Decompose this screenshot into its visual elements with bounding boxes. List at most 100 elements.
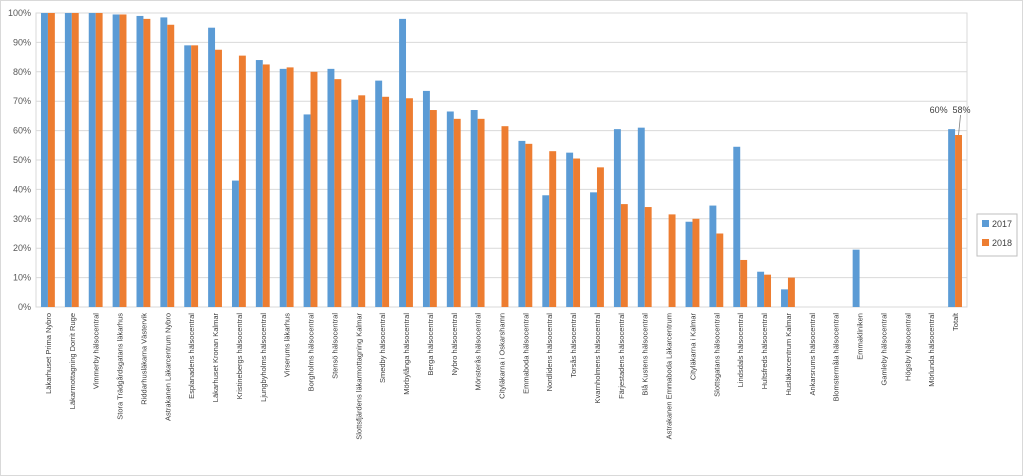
data-label-leader — [958, 114, 961, 136]
x-tick-label: Läkarhuset Prima Nybro — [44, 313, 53, 394]
x-tick-label: Mörlunda hälsocentral — [927, 313, 936, 387]
bar-2018 — [477, 118, 485, 307]
bar-2018 — [71, 13, 79, 307]
bar-2017 — [542, 195, 550, 307]
bar-2017 — [41, 13, 48, 307]
bar-2017 — [184, 45, 192, 308]
y-tick-label: 40% — [13, 184, 31, 194]
x-tick-label: Ljungbyholms hälsocentral — [259, 313, 268, 402]
legend-swatch — [982, 220, 989, 227]
x-tick-label: Mönsterås hälsocentral — [474, 313, 483, 391]
x-tick-label: Astrakanen Läkarcentrum Nybro — [163, 313, 172, 421]
bar-2017 — [518, 140, 526, 307]
x-tick-label: Lindsdals hälsocentral — [736, 313, 745, 388]
data-label: 58% — [953, 105, 971, 115]
bar-2018 — [143, 18, 151, 307]
bar-2017 — [733, 146, 741, 307]
y-tick-label: 0% — [18, 302, 31, 312]
x-tick-label: Cityläkarna i Kalmar — [688, 313, 697, 381]
x-tick-label: Totalt — [951, 312, 960, 331]
x-tick-label: Ankarsrums hälsocentral — [808, 313, 817, 396]
bar-2018 — [501, 126, 509, 307]
x-tick-label: Kvarnholmens hälsocentral — [593, 313, 602, 404]
bar-2018 — [549, 151, 557, 307]
bar-2017 — [208, 27, 216, 307]
x-tick-label: Kristinebergs hälsocentral — [235, 313, 244, 400]
x-tick-label: Färjestadens hälsocentral — [617, 313, 626, 399]
bar-2018 — [358, 95, 366, 307]
data-label: 60% — [930, 105, 948, 115]
bar-2018 — [620, 204, 628, 307]
bar-2018 — [573, 158, 581, 307]
x-tick-label: Högsby hälsocentral — [903, 313, 912, 381]
legend-label: 2018 — [992, 238, 1012, 248]
y-tick-label: 60% — [13, 126, 31, 136]
bar-2018 — [453, 118, 461, 307]
y-tick-label: 20% — [13, 243, 31, 253]
y-tick-label: 10% — [13, 273, 31, 283]
bar-2018 — [238, 55, 246, 307]
bar-2018 — [310, 71, 318, 307]
bar-2018 — [167, 24, 175, 307]
bar-2018 — [644, 207, 652, 307]
bar-2018 — [286, 67, 294, 307]
bar-2018 — [596, 167, 604, 307]
bar-2017 — [422, 90, 430, 307]
bar-2018 — [955, 135, 962, 307]
bar-2018 — [334, 79, 342, 308]
bar-2017 — [112, 14, 120, 307]
x-tick-label: Cityläkarna i Oskarshamn — [498, 313, 507, 399]
bar-2017 — [351, 99, 359, 307]
bar-2018 — [215, 49, 222, 307]
bar-2018 — [119, 14, 127, 307]
bar-2018 — [262, 64, 270, 307]
bar-2017 — [136, 15, 144, 307]
legend-swatch — [982, 239, 989, 246]
bar-2017 — [637, 127, 645, 307]
bar-2017 — [303, 114, 311, 308]
x-tick-label: Stensö hälsocentral — [330, 313, 339, 379]
legend-label: 2017 — [992, 219, 1012, 229]
bar-2018 — [429, 110, 437, 308]
x-tick-label: Nordlidens hälsocentral — [545, 313, 554, 392]
x-tick-label: Hultsfreds hälsocentral — [760, 313, 769, 390]
y-tick-label: 100% — [8, 8, 31, 18]
bar-2018 — [692, 218, 700, 307]
x-tick-label: Slottsgatans hälsocentral — [712, 313, 721, 397]
x-tick-label: Riddarhusläkarna Västervik — [139, 313, 148, 405]
x-tick-label: Läkarmottagning Dorrit Ruge — [68, 313, 77, 409]
bar-2017 — [709, 205, 717, 307]
bar-2017 — [64, 13, 72, 307]
x-tick-label: Blomstermåla hälsocentral — [832, 313, 841, 402]
bar-2018 — [740, 259, 748, 307]
x-tick-label: Emmakliniken — [856, 313, 865, 360]
x-tick-label: Vimmerby hälsocentral — [92, 313, 101, 389]
x-tick-label: Slottsfjärdens läkarmottagning Kalmar — [354, 313, 363, 440]
bar-2017 — [446, 111, 454, 308]
bar-2017 — [375, 80, 383, 308]
bar-2018 — [716, 233, 724, 307]
bar-2018 — [95, 13, 103, 307]
x-tick-label: Gamleby hälsocentral — [879, 313, 888, 386]
bar-2017 — [160, 17, 168, 307]
x-tick-label: Läkarhuset Kronan Kalmar — [211, 313, 220, 403]
x-tick-label: Borgholms hälsocentral — [307, 313, 316, 392]
x-tick-label: Smedby hälsocentral — [378, 313, 387, 383]
y-tick-label: 50% — [13, 155, 31, 165]
bar-2017 — [279, 68, 287, 307]
bar-2018 — [525, 143, 533, 307]
bar-2017 — [470, 110, 478, 308]
bar-2018 — [764, 274, 772, 307]
x-tick-label: Nybro hälsocentral — [450, 313, 459, 376]
bar-2017 — [613, 129, 621, 307]
x-tick-label: Astrakanen Emmaboda Läkarcentrum — [665, 313, 674, 439]
bar-2017 — [231, 180, 239, 307]
bar-2017 — [685, 221, 693, 307]
x-tick-label: Stora Trädgårdsgatans läkarhus — [116, 313, 125, 420]
bar-2018 — [382, 96, 390, 307]
x-tick-label: Virserums läkarhus — [283, 313, 292, 377]
bar-2018 — [787, 277, 795, 307]
bar-2018 — [47, 13, 55, 307]
y-tick-label: 30% — [13, 214, 31, 224]
